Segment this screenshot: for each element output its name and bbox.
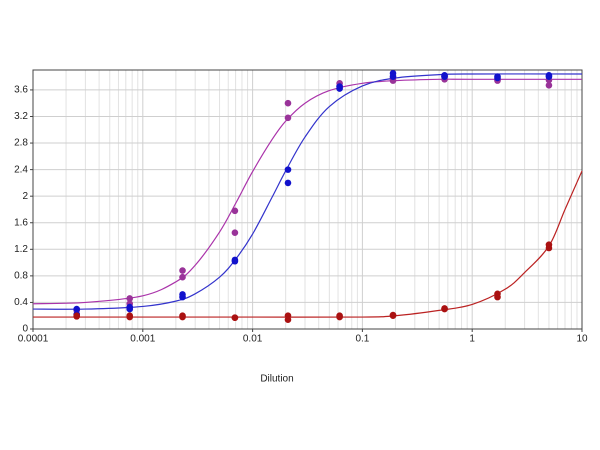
data-point (284, 316, 292, 324)
data-point (545, 73, 553, 80)
data-point (441, 73, 448, 80)
data-point (231, 257, 239, 265)
data-point (336, 313, 343, 321)
plot-area (33, 70, 582, 329)
x-axis-label: Dilution (260, 374, 293, 385)
plot-frame (32, 69, 583, 330)
data-point (284, 99, 292, 107)
y-tick-label: 2 (22, 191, 28, 202)
x-tick-label: 0.1 (355, 334, 369, 345)
data-point (494, 293, 501, 301)
fit-curve (32, 73, 583, 310)
y-tick-label: 0 (22, 324, 28, 335)
y-tick-label: 0.4 (14, 297, 28, 308)
data-point (231, 229, 239, 237)
data-point (231, 207, 239, 215)
x-tick-label: 0.01 (243, 334, 263, 345)
y-tick-label: 1.2 (14, 244, 28, 255)
data-point (284, 179, 292, 187)
data-point (389, 73, 397, 80)
data-point (441, 305, 448, 313)
data-point (179, 313, 186, 321)
y-tick-label: 0.8 (14, 271, 28, 282)
data-point (179, 273, 186, 281)
y-tick-label: 3.2 (14, 111, 28, 122)
data-point (126, 305, 134, 313)
data-point (126, 313, 134, 321)
data-point (73, 305, 80, 313)
data-point (126, 295, 134, 302)
y-tick-label: 3.6 (14, 85, 28, 96)
x-tick-label: 0.001 (130, 334, 155, 345)
x-tick-label: 10 (576, 334, 588, 345)
data-point (179, 267, 186, 274)
data-point (284, 166, 292, 173)
data-point (494, 74, 501, 82)
data-point (179, 293, 186, 301)
data-point (389, 312, 397, 320)
data-point (231, 314, 239, 322)
data-point (545, 81, 553, 89)
fit-curve (32, 78, 582, 305)
y-tick-label: 1.6 (14, 217, 28, 228)
x-tick-label: 1 (469, 334, 475, 345)
y-tick-label: 2.8 (14, 138, 28, 149)
data-point (73, 312, 80, 320)
data-point (336, 85, 343, 92)
data-point (545, 244, 553, 252)
data-point (284, 114, 292, 122)
x-tick-label: 0.0001 (18, 334, 49, 345)
y-tick-label: 2.4 (14, 164, 28, 175)
